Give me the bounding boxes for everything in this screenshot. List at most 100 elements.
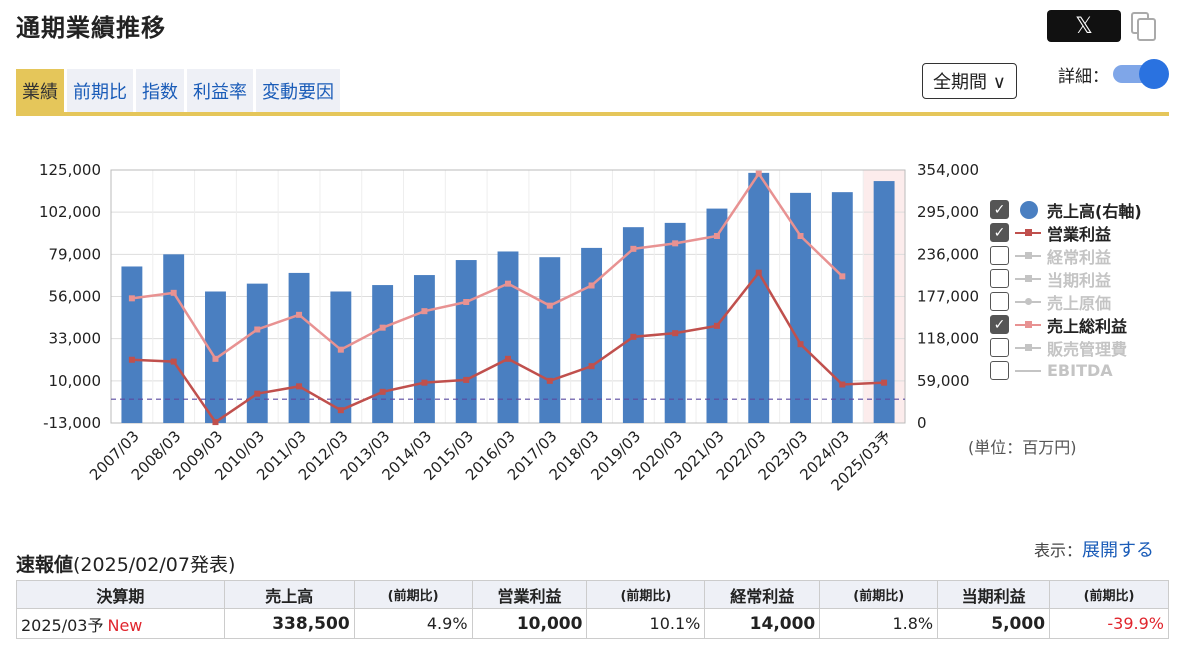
- point-gross-profit: [713, 233, 720, 239]
- point-operating-profit: [881, 379, 888, 386]
- bar-sales: [790, 192, 811, 423]
- left-axis-tick: 10,000: [49, 372, 102, 390]
- point-gross-profit: [463, 299, 470, 305]
- header-ord-yoy: (前期比): [819, 580, 939, 609]
- point-operating-profit: [296, 383, 303, 390]
- point-operating-profit: [212, 419, 219, 426]
- point-gross-profit: [337, 346, 344, 353]
- cell-ord: 14,000: [704, 608, 821, 639]
- legend-item[interactable]: 当期利益: [990, 267, 1142, 290]
- toggle-knob: [1139, 59, 1169, 89]
- legend-label: 売上原価: [1047, 293, 1112, 313]
- point-operating-profit: [713, 322, 720, 329]
- tab-yoy[interactable]: 前期比: [67, 69, 133, 112]
- point-operating-profit: [463, 376, 470, 383]
- bar-sales: [288, 272, 310, 423]
- chart-legend: ✓ 売上高(右軸) ✓ 営業利益 経常利益 当期利益売上原価 ✓ 売上総利益 販売管理費 EBIT…: [990, 198, 1142, 382]
- bar-sales: [372, 285, 394, 423]
- point-gross-profit: [546, 302, 553, 309]
- bar-sales: [539, 257, 561, 423]
- point-gross-profit: [797, 233, 804, 239]
- bar-sales: [748, 172, 770, 423]
- point-gross-profit: [254, 326, 261, 333]
- left-axis-tick: 79,000: [49, 245, 102, 263]
- legend-item[interactable]: 販売管理費: [990, 336, 1142, 359]
- right-axis-tick: 177,000: [917, 288, 979, 306]
- point-gross-profit: [505, 280, 511, 287]
- point-operating-profit: [379, 388, 386, 395]
- header-ord: 経常利益: [704, 580, 821, 609]
- legend-item[interactable]: 経常利益: [990, 244, 1142, 267]
- x-share-button[interactable]: 𝕏: [1047, 10, 1121, 42]
- flash-title-date: (2025/02/07発表): [73, 554, 236, 576]
- left-axis-tick: 56,000: [49, 288, 102, 306]
- header-sales: 売上高: [223, 580, 355, 609]
- legend-marker-icon: [1015, 318, 1041, 332]
- bar-sales: [330, 291, 352, 423]
- legend-label: 売上高(右軸): [1047, 201, 1142, 221]
- checkbox-empty-icon[interactable]: [990, 292, 1009, 311]
- bar-sales: [246, 283, 268, 423]
- left-axis-tick: 102,000: [39, 203, 101, 221]
- right-axis-tick: 59,000: [917, 372, 970, 390]
- tab-margin[interactable]: 利益率: [187, 69, 253, 112]
- line-gross-profit: [131, 171, 844, 361]
- point-gross-profit: [630, 245, 637, 252]
- header-net: 当期利益: [937, 580, 1051, 609]
- checkbox-empty-icon[interactable]: [990, 269, 1009, 288]
- tab-index[interactable]: 指数: [136, 69, 184, 112]
- point-gross-profit: [296, 311, 303, 318]
- left-axis-tick: 33,000: [49, 330, 102, 348]
- point-operating-profit: [839, 381, 846, 388]
- cell-op: 10,000: [471, 608, 588, 639]
- bar-sales: [121, 266, 143, 423]
- flash-title: 速報値(2025/02/07発表): [16, 550, 235, 577]
- checkbox-checked-icon[interactable]: ✓: [990, 315, 1009, 334]
- tab-underline: [16, 112, 1169, 116]
- bar-sales: [581, 247, 603, 423]
- point-operating-profit: [755, 269, 762, 276]
- legend-item[interactable]: ✓ 営業利益: [990, 221, 1142, 244]
- new-badge: New: [107, 615, 143, 635]
- legend-marker-icon: [1015, 272, 1041, 286]
- bar-sales: [831, 192, 853, 423]
- cell-ord-yoy: 1.8%: [819, 608, 939, 639]
- legend-marker-icon: [1015, 364, 1041, 378]
- table-row: 2025/03予 New 338,500 4.9% 10,000 10.1% 14…: [16, 608, 1169, 639]
- point-gross-profit: [128, 295, 135, 302]
- checkbox-empty-icon[interactable]: [990, 338, 1009, 357]
- point-operating-profit: [588, 363, 595, 370]
- copy-icon[interactable]: [1131, 12, 1157, 42]
- header-period: 決算期: [16, 580, 225, 609]
- bar-sales: [664, 222, 686, 423]
- bar-sales: [873, 181, 895, 423]
- bar-sales: [455, 260, 477, 423]
- expand-link[interactable]: 展開する: [1082, 540, 1155, 561]
- unit-label: (単位：百万円): [968, 438, 1077, 457]
- cell-sales-yoy: 4.9%: [353, 608, 473, 639]
- tab-results[interactable]: 業績: [16, 69, 64, 112]
- table-header-row: 決算期 売上高 (前期比) 営業利益 (前期比) 経常利益 (前期比) 当期利益…: [16, 580, 1169, 609]
- point-operating-profit: [128, 356, 135, 363]
- legend-item[interactable]: ✓ 売上総利益: [990, 313, 1142, 336]
- legend-item[interactable]: 売上原価: [990, 290, 1142, 313]
- point-operating-profit: [170, 358, 177, 365]
- detail-toggle[interactable]: [1111, 59, 1169, 89]
- bar-sales: [497, 251, 519, 423]
- point-gross-profit: [672, 240, 679, 247]
- display-label: 表示：: [1034, 541, 1083, 560]
- checkbox-empty-icon[interactable]: [990, 361, 1009, 380]
- checkbox-empty-icon[interactable]: [990, 246, 1009, 265]
- bar-sales: [413, 275, 435, 423]
- right-axis-tick: 118,000: [917, 330, 979, 348]
- tab-factors[interactable]: 変動要因: [256, 69, 340, 112]
- period-select[interactable]: 全期間 ∨: [922, 63, 1017, 99]
- point-operating-profit: [630, 333, 637, 340]
- legend-item[interactable]: ✓ 売上高(右軸): [990, 198, 1142, 221]
- checkbox-checked-icon[interactable]: ✓: [990, 223, 1009, 242]
- cell-net-yoy: -39.9%: [1049, 608, 1169, 639]
- left-axis-tick: -13,000: [43, 414, 101, 432]
- checkbox-checked-icon[interactable]: ✓: [990, 200, 1009, 219]
- point-gross-profit: [839, 273, 846, 280]
- legend-item[interactable]: EBITDA: [990, 359, 1142, 382]
